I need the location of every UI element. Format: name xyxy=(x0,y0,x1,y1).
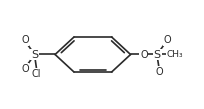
Text: O: O xyxy=(21,64,29,74)
Text: S: S xyxy=(31,49,38,60)
Text: O: O xyxy=(140,49,148,60)
Text: O: O xyxy=(21,35,29,45)
Text: Cl: Cl xyxy=(32,69,41,79)
Text: S: S xyxy=(154,49,161,60)
Text: O: O xyxy=(163,35,171,45)
Text: CH₃: CH₃ xyxy=(167,50,183,59)
Text: O: O xyxy=(155,67,163,77)
